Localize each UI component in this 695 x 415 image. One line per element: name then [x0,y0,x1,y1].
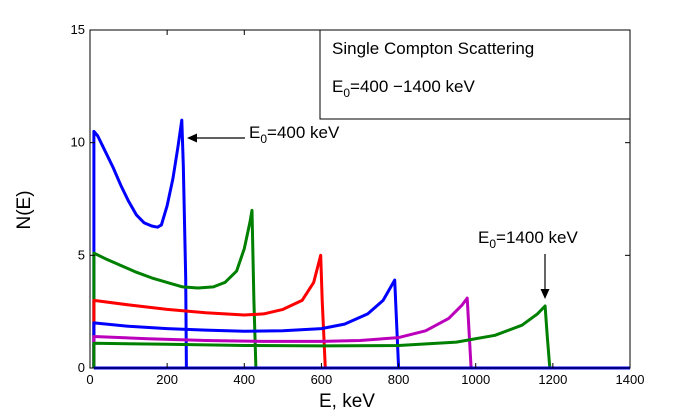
legend-title: Single Compton Scattering [332,39,534,58]
annotation-1400-base: E [478,228,489,247]
series-line-4 [92,296,473,369]
y-tick-label: 15 [71,22,85,37]
annotation-400-base: E [249,123,260,142]
x-tick-label: 200 [156,372,178,387]
series-line-5 [92,304,552,369]
annotation-400-label: E0=400 keV [249,123,340,146]
annotation-400-sub: 0 [260,132,267,146]
series-line-3 [92,278,401,369]
x-tick-label: 0 [86,372,93,387]
series-line-0 [92,118,188,369]
x-tick-label: 1000 [461,372,490,387]
x-tick-label: 600 [311,372,333,387]
y-tick-label: 10 [71,135,85,150]
x-axis-label: E, keV [319,391,375,412]
legend-range-rest: =400 −1400 keV [350,77,475,96]
legend-range-sub: 0 [343,86,350,100]
annotation-1400-sub: 0 [489,237,496,251]
annotation-400-arrowhead [187,133,197,143]
y-tick-label: 0 [78,360,85,375]
y-tick-label: 5 [78,247,85,262]
y-axis-label: N(E) [14,190,35,229]
series-line-2 [92,253,327,369]
series-line-1 [92,208,258,369]
annotation-1400-rest: =1400 keV [496,228,578,247]
x-tick-label: 1200 [538,372,567,387]
x-tick-label: 1400 [616,372,645,387]
legend-box: Single Compton Scattering E0=400 −1400 k… [319,29,631,120]
legend-range-base: E [332,77,343,96]
annotation-400: E0=400 keV [187,123,340,146]
x-tick-label: 400 [233,372,255,387]
annotation-1400-label: E0=1400 keV [478,228,578,251]
legend-frame [319,29,631,120]
x-tick-label: 800 [388,372,410,387]
annotation-400-rest: =400 keV [267,123,340,142]
legend-range: E0=400 −1400 keV [332,77,475,100]
annotation-1400: E0=1400 keV [478,228,578,299]
annotation-1400-arrowhead [540,289,550,299]
